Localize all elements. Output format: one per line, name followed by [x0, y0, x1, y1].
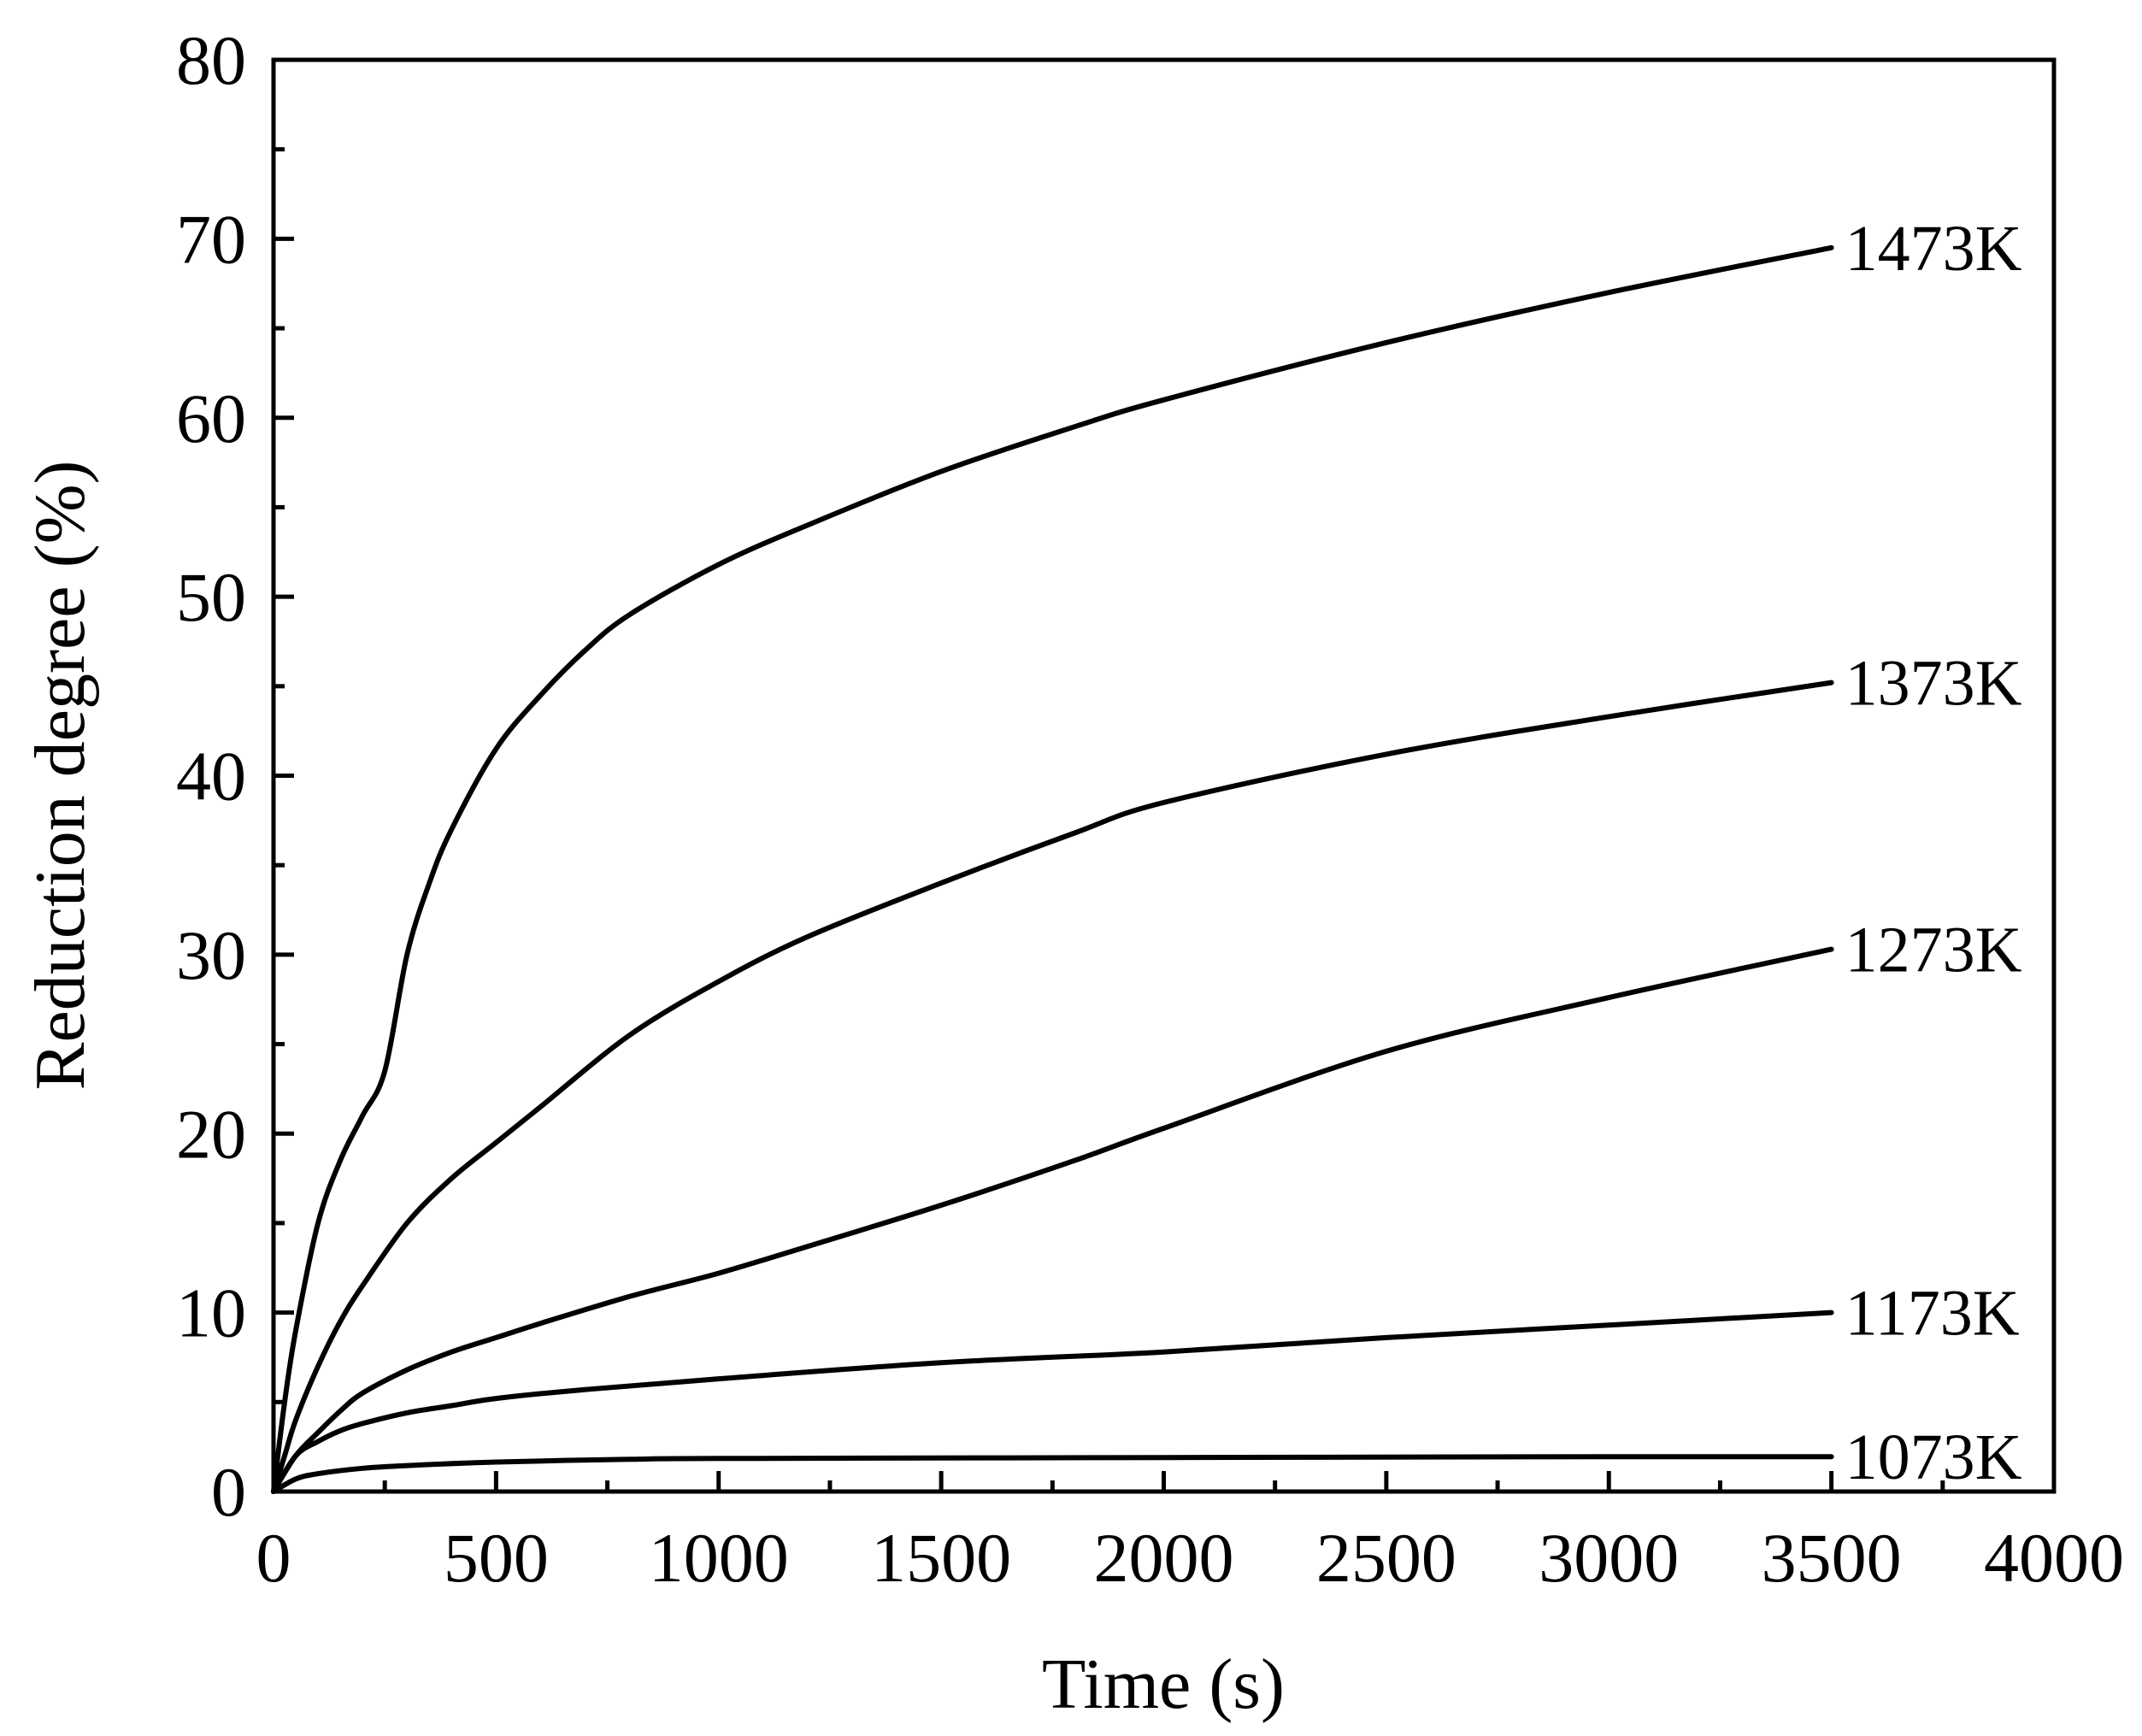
series-line-1373K	[271, 680, 1834, 1494]
y-tick-label: 60	[176, 380, 246, 457]
y-tick-label: 20	[176, 1095, 246, 1173]
y-axis-title: Reduction degree (%)	[21, 460, 100, 1090]
series-line-1073K	[271, 1454, 1834, 1494]
x-tick-label: 0	[256, 1519, 291, 1597]
series-line-1273K	[271, 946, 1834, 1494]
tick-labels: 0 500 1000 1500 2000 2500 3000 3500 4000 0 10 20 30 4…	[176, 21, 2124, 1597]
x-tick-label: 3000	[1539, 1519, 1679, 1597]
y-tick-label: 80	[176, 21, 246, 99]
series-lines	[271, 244, 1834, 1494]
y-tick-label: 30	[176, 916, 246, 994]
x-tick-label: 2500	[1316, 1519, 1456, 1597]
y-tick-label: 40	[176, 738, 246, 815]
y-tick-label: 50	[176, 558, 246, 636]
series-line-1173K	[271, 1309, 1834, 1494]
y-tick-label: 70	[176, 200, 246, 278]
series-label-1273K: 1273K	[1845, 915, 2022, 986]
y-tick-label: 10	[176, 1274, 246, 1352]
series-label-1473K: 1473K	[1845, 213, 2022, 285]
y-tick-label: 0	[211, 1453, 246, 1531]
series-label-1173K: 1173K	[1845, 1278, 2020, 1350]
series-label-1373K: 1373K	[1845, 648, 2022, 720]
plot-frame	[271, 57, 2057, 1494]
series-label-1073K: 1073K	[1845, 1421, 2022, 1493]
x-axis-title: Time (s)	[1042, 1645, 1285, 1724]
x-tick-label: 1500	[871, 1519, 1011, 1597]
x-tick-label: 1000	[649, 1519, 789, 1597]
axis-ticks	[271, 57, 2057, 1494]
series-labels: 1473K 1373K 1273K 1173K 1073K	[1845, 213, 2022, 1493]
x-tick-label: 3500	[1762, 1519, 1902, 1597]
series-line-1473K	[271, 244, 1834, 1494]
x-tick-label: 500	[444, 1519, 549, 1597]
x-tick-label: 2000	[1094, 1519, 1234, 1597]
x-tick-label: 4000	[1984, 1519, 2124, 1597]
